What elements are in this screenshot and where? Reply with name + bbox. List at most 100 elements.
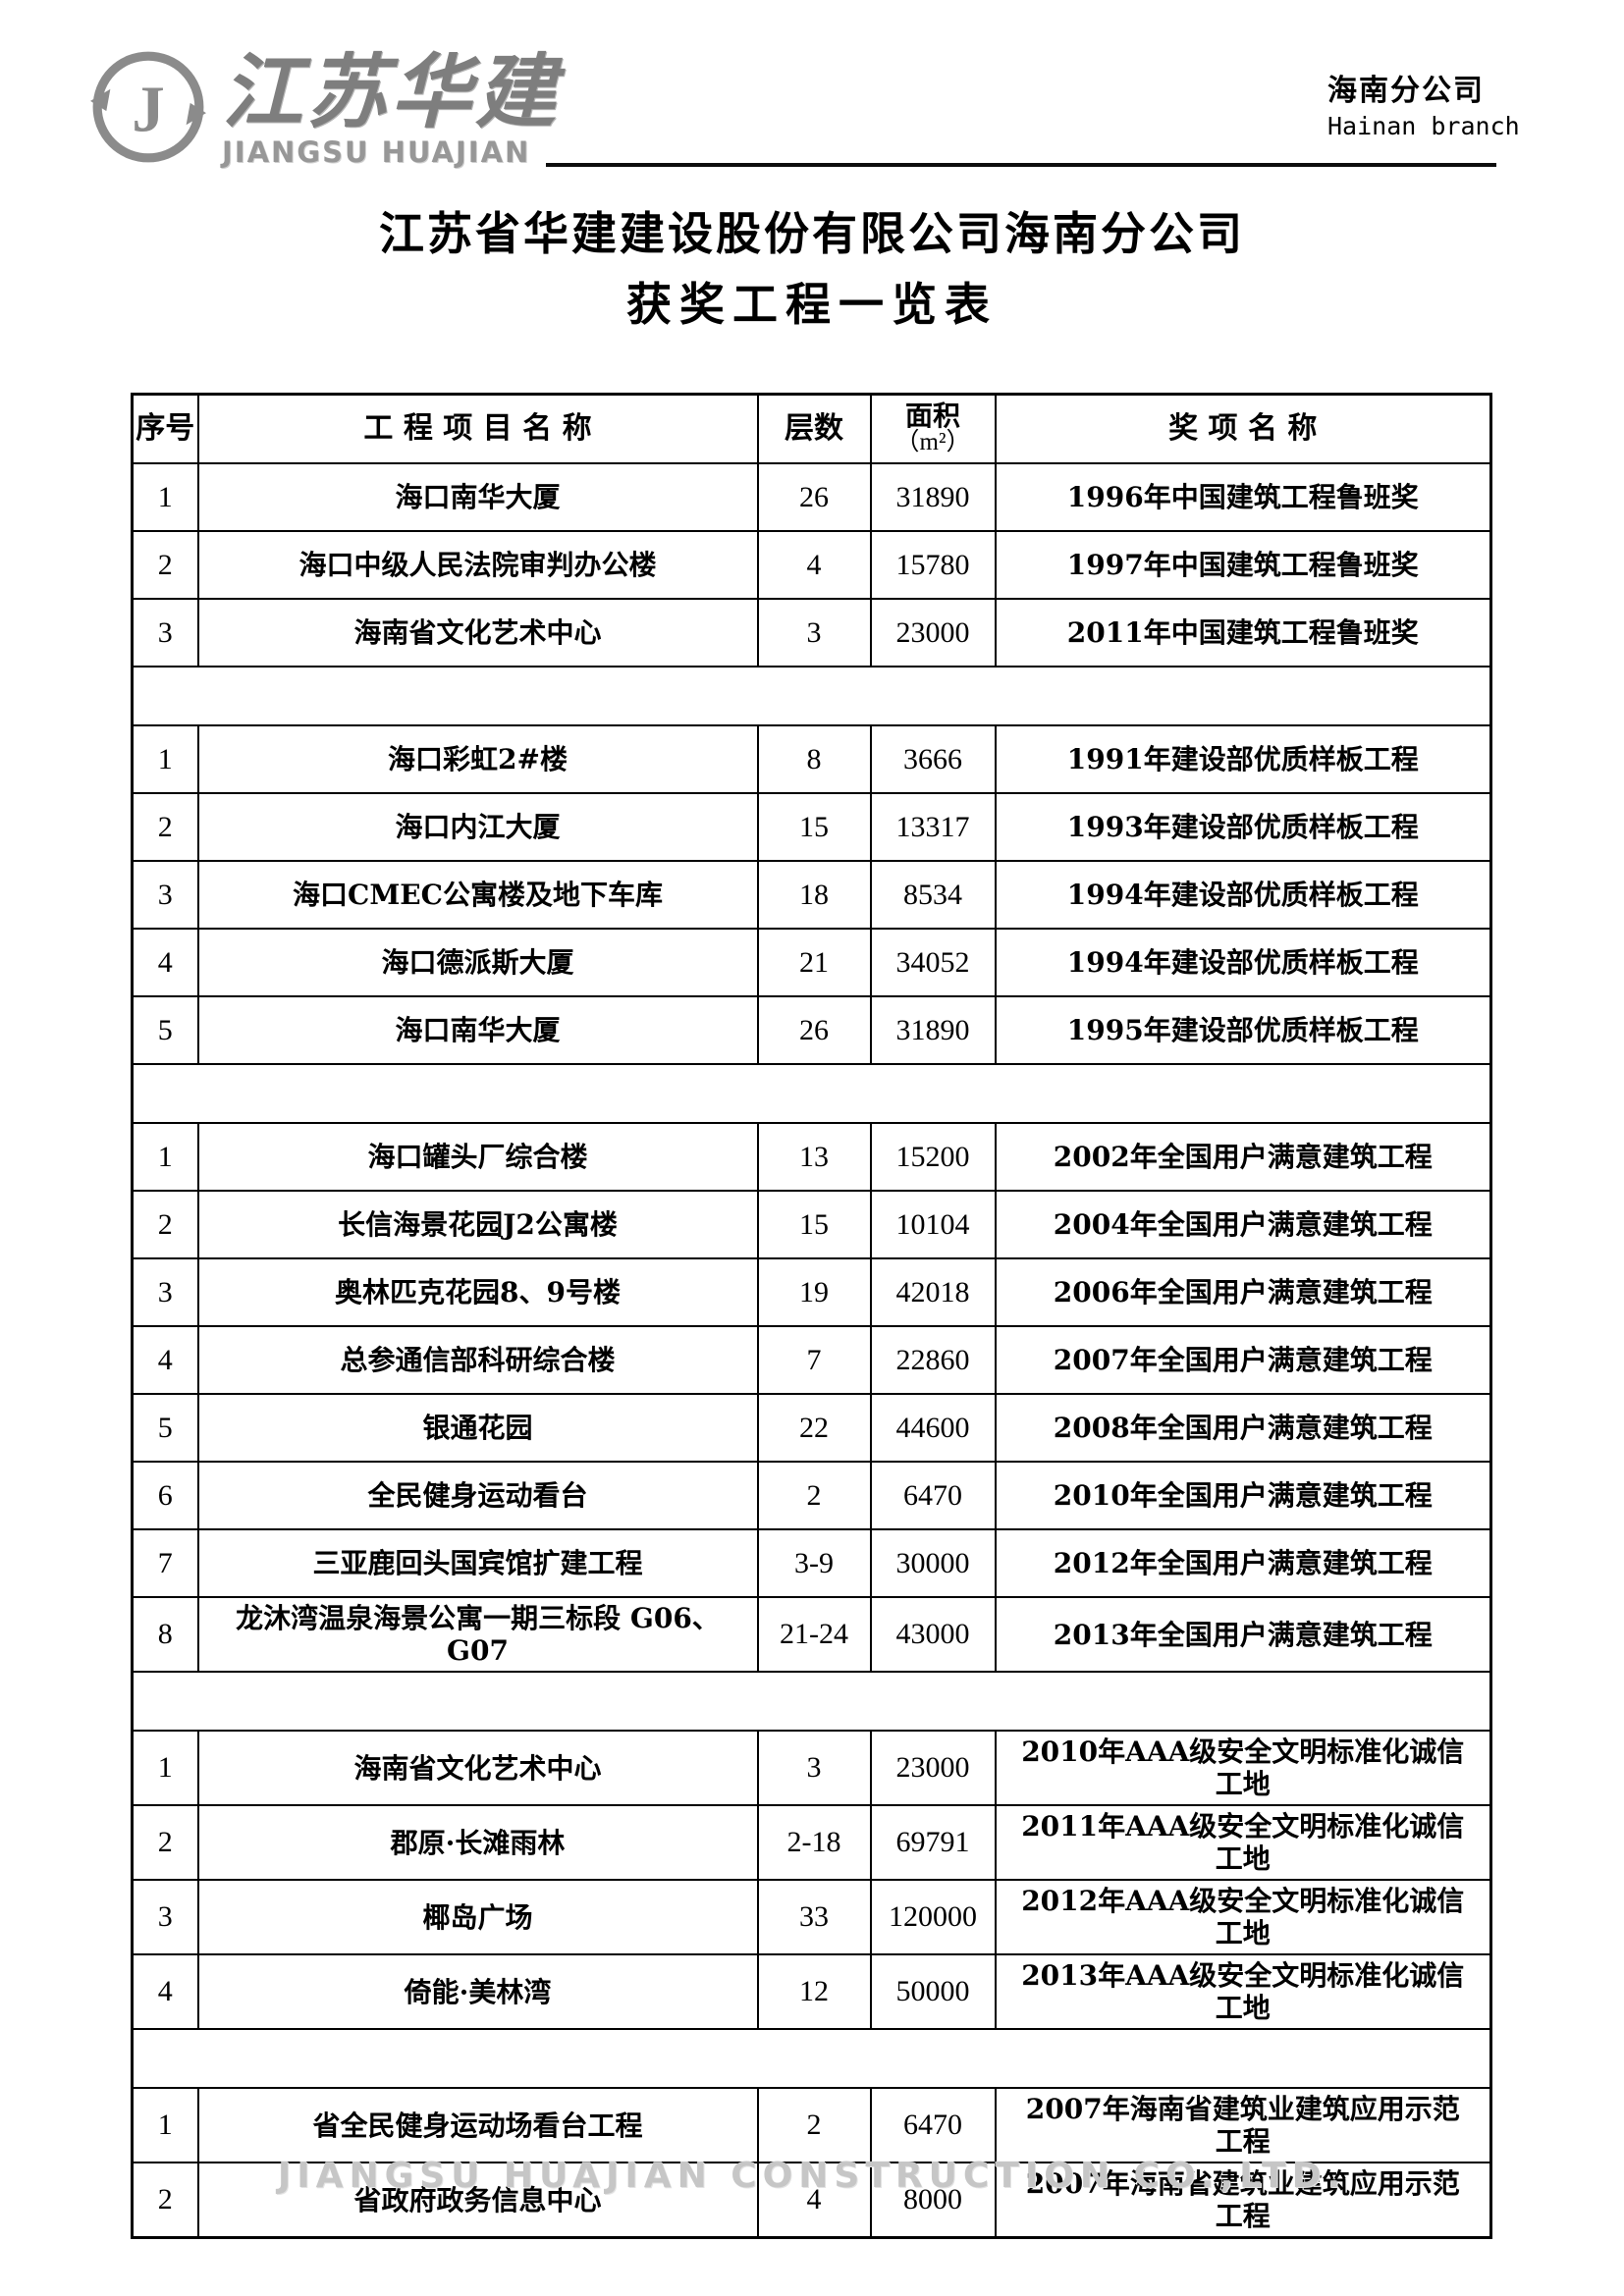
cell-floors: 4 xyxy=(756,2162,872,2239)
cell-area: 31890 xyxy=(869,995,997,1065)
cell-award: 1994年建设部优质样板工程 xyxy=(994,860,1492,930)
cell-award: 2012年AAA级安全文明标准化诚信工地 xyxy=(994,1879,1492,1955)
cell-name: 海口内江大厦 xyxy=(196,792,759,862)
col-header-floors: 层数 xyxy=(756,393,872,464)
cell-floors: 2 xyxy=(756,2087,872,2163)
cell-area: 3666 xyxy=(869,724,997,794)
group-separator-row xyxy=(132,2028,1491,2089)
table-row: 1 海南省文化艺术中心 3 23000 2010年AAA级安全文明标准化诚信工地 xyxy=(131,1730,1492,1806)
cell-no: 1 xyxy=(131,2087,199,2163)
cell-floors: 22 xyxy=(756,1393,872,1463)
page-footer-wordmark: JIANGSU HUAJIAN CONSTRUCTION CO.,LTD. xyxy=(277,2156,1347,2196)
cell-area: 23000 xyxy=(869,598,997,667)
cell-no: 2 xyxy=(131,530,199,600)
cell-award: 1991年建设部优质样板工程 xyxy=(994,724,1492,794)
cell-floors: 7 xyxy=(756,1325,872,1395)
cell-floors: 13 xyxy=(756,1122,872,1192)
cell-award: 2010年全国用户满意建筑工程 xyxy=(994,1461,1492,1530)
table-row: 1 海口罐头厂综合楼 13 15200 2002年全国用户满意建筑工程 xyxy=(131,1122,1492,1192)
cell-floors: 15 xyxy=(756,1190,872,1259)
cell-name: 海口中级人民法院审判办公楼 xyxy=(196,530,759,600)
cell-floors: 21 xyxy=(756,928,872,997)
cell-no: 3 xyxy=(131,1257,199,1327)
group-separator-cell xyxy=(132,1671,1491,1732)
cell-award: 2004年全国用户满意建筑工程 xyxy=(994,1190,1492,1259)
cell-no: 5 xyxy=(131,1393,199,1463)
cell-no: 7 xyxy=(131,1528,199,1598)
cell-award: 1995年建设部优质样板工程 xyxy=(994,995,1492,1065)
cell-name: 海口德派斯大厦 xyxy=(196,928,759,997)
cell-floors: 3 xyxy=(756,598,872,667)
branch-label-block: 海南分公司 Hainan branch xyxy=(1327,75,1520,140)
table-row: 3 海南省文化艺术中心 3 23000 2011年中国建筑工程鲁班奖 xyxy=(131,598,1492,667)
cell-area: 8534 xyxy=(869,860,997,930)
branch-name-english: Hainan branch xyxy=(1327,112,1520,140)
cell-area: 69791 xyxy=(869,1804,997,1881)
cell-area: 15200 xyxy=(869,1122,997,1192)
company-logo-icon: J xyxy=(90,51,206,163)
cell-award: 2010年AAA级安全文明标准化诚信工地 xyxy=(994,1730,1492,1806)
cell-area: 34052 xyxy=(869,928,997,997)
cell-no: 4 xyxy=(131,928,199,997)
cell-award: 2007年海南省建筑业建筑应用示范工程 xyxy=(994,2162,1492,2239)
cell-award: 2007年海南省建筑业建筑应用示范工程 xyxy=(994,2087,1492,2163)
cell-award: 2012年全国用户满意建筑工程 xyxy=(994,1528,1492,1598)
table-row: 2 海口中级人民法院审判办公楼 4 15780 1997年中国建筑工程鲁班奖 xyxy=(131,530,1492,600)
col-header-project-name: 工 程 项 目 名 称 xyxy=(196,393,759,464)
table-row: 2 长信海景花园J2公寓楼 15 10104 2004年全国用户满意建筑工程 xyxy=(131,1190,1492,1259)
cell-award: 2002年全国用户满意建筑工程 xyxy=(994,1122,1492,1192)
cell-name: 海口南华大厦 xyxy=(196,995,759,1065)
page-subtitle: 获奖工程一览表 xyxy=(626,278,998,331)
table-row: 5 银通花园 22 44600 2008年全国用户满意建筑工程 xyxy=(131,1393,1492,1463)
cell-floors: 2-18 xyxy=(756,1804,872,1881)
logo-brand-english: JIANGSU HUAJIAN xyxy=(222,135,531,169)
cell-no: 2 xyxy=(131,1804,199,1881)
table-row: 1 海口彩虹2#楼 8 3666 1991年建设部优质样板工程 xyxy=(131,724,1492,794)
cell-no: 1 xyxy=(131,1730,199,1806)
cell-area: 30000 xyxy=(869,1528,997,1598)
cell-floors: 26 xyxy=(756,995,872,1065)
cell-name: 总参通信部科研综合楼 xyxy=(196,1325,759,1395)
col-header-award-name: 奖 项 名 称 xyxy=(994,393,1492,464)
area-label: 面积 xyxy=(904,400,960,432)
table-row: 2 海口内江大厦 15 13317 1993年建设部优质样板工程 xyxy=(131,792,1492,862)
cell-no: 4 xyxy=(131,1953,199,2030)
cell-area: 23000 xyxy=(869,1730,997,1806)
cell-area: 31890 xyxy=(869,462,997,532)
cell-area: 120000 xyxy=(869,1879,997,1955)
table-row: 3 椰岛广场 33 120000 2012年AAA级安全文明标准化诚信工地 xyxy=(131,1879,1492,1955)
cell-name: 倚能·美林湾 xyxy=(196,1953,759,2030)
table-row: 6 全民健身运动看台 2 6470 2010年全国用户满意建筑工程 xyxy=(131,1461,1492,1530)
table-row: 7 三亚鹿回头国宾馆扩建工程 3-9 30000 2012年全国用户满意建筑工程 xyxy=(131,1528,1492,1598)
cell-floors: 19 xyxy=(756,1257,872,1327)
cell-name: 省政府政务信息中心 xyxy=(196,2162,759,2239)
cell-no: 1 xyxy=(131,462,199,532)
cell-floors: 15 xyxy=(756,792,872,862)
col-header-no: 序号 xyxy=(131,393,199,464)
awards-table: 序号 工 程 项 目 名 称 层数 面积 （m²） 奖 项 名 称 1 海口南华大… xyxy=(131,393,1492,2239)
cell-name: 海南省文化艺术中心 xyxy=(196,598,759,667)
page-title: 江苏省华建建设股份有限公司海南分公司 xyxy=(379,207,1245,260)
cell-name: 省全民健身运动场看台工程 xyxy=(196,2087,759,2163)
cell-area: 43000 xyxy=(869,1596,997,1673)
cell-floors: 33 xyxy=(756,1879,872,1955)
cell-no: 4 xyxy=(131,1325,199,1395)
cell-no: 6 xyxy=(131,1461,199,1530)
table-row: 1 省全民健身运动场看台工程 2 6470 2007年海南省建筑业建筑应用示范工程 xyxy=(131,2087,1492,2163)
cell-name: 奥林匹克花园8、9号楼 xyxy=(196,1257,759,1327)
group-separator-row xyxy=(132,1671,1491,1732)
cell-name: 龙沐湾温泉海景公寓一期三标段 G06、G07 xyxy=(196,1596,759,1673)
cell-no: 2 xyxy=(131,2162,199,2239)
cell-no: 3 xyxy=(131,598,199,667)
cell-area: 10104 xyxy=(869,1190,997,1259)
cell-area: 13317 xyxy=(869,792,997,862)
cell-name: 海南省文化艺术中心 xyxy=(196,1730,759,1806)
cell-floors: 8 xyxy=(756,724,872,794)
cell-floors: 3 xyxy=(756,1730,872,1806)
group-separator-cell xyxy=(132,666,1491,726)
cell-floors: 26 xyxy=(756,462,872,532)
cell-name: 海口CMEC公寓楼及地下车库 xyxy=(196,860,759,930)
cell-area: 15780 xyxy=(869,530,997,600)
table-row: 3 海口CMEC公寓楼及地下车库 18 8534 1994年建设部优质样板工程 xyxy=(131,860,1492,930)
